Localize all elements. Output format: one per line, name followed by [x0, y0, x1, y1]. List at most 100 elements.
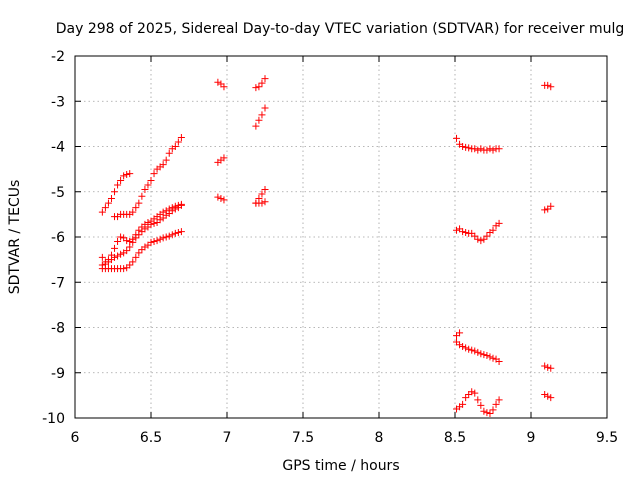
- data-point-plus: [104, 199, 112, 207]
- x-tick-label: 6.5: [140, 430, 162, 446]
- series-arc17: [453, 388, 503, 417]
- y-tick-label: -5: [51, 185, 65, 201]
- series-arc5: [98, 201, 185, 269]
- y-tick-label: -8: [51, 321, 65, 337]
- data-point-plus: [480, 235, 488, 243]
- data-point-plus: [126, 243, 134, 251]
- data-point-plus: [252, 122, 260, 130]
- data-point-plus: [126, 261, 134, 269]
- data-point-plus: [483, 352, 491, 360]
- series-arc14: [453, 219, 503, 245]
- data-point-plus: [544, 363, 552, 371]
- data-point-plus: [168, 207, 176, 215]
- data-point-plus: [480, 407, 488, 415]
- data-point-plus: [111, 244, 119, 252]
- data-point-plus: [156, 235, 164, 243]
- y-tick-label: -6: [51, 230, 65, 246]
- data-point-plus: [165, 232, 173, 240]
- data-point-plus: [162, 211, 170, 219]
- series-arc15: [453, 329, 464, 340]
- data-point-plus: [477, 237, 485, 245]
- data-point-plus: [495, 396, 503, 404]
- data-point-plus: [107, 195, 115, 203]
- data-point-plus: [101, 204, 109, 212]
- series-arc12: [252, 198, 269, 207]
- data-point-plus: [492, 400, 500, 408]
- tick-layer: 6 6.5 7 7.5 8 8.5 9 9.5 -2 -3 -4 -5 -6 -7 -8 -9 -10: [42, 49, 618, 446]
- data-point-plus: [471, 145, 479, 153]
- data-point-plus: [159, 234, 167, 242]
- series-arc21: [541, 390, 555, 402]
- data-point-plus: [547, 394, 555, 402]
- data-point-plus: [147, 176, 155, 184]
- data-point-plus: [456, 341, 464, 349]
- y-tick-label: -2: [51, 49, 65, 65]
- data-point-plus: [459, 143, 467, 150]
- data-point-plus: [138, 192, 146, 200]
- series-arc1: [98, 170, 134, 216]
- data-point-plus: [174, 138, 182, 146]
- series-arc9: [252, 75, 269, 92]
- data-point-plus: [489, 146, 497, 154]
- data-point-plus: [261, 198, 269, 206]
- data-point-plus: [489, 406, 497, 414]
- data-point-plus: [150, 238, 158, 246]
- data-point-plus: [495, 145, 503, 153]
- data-point-plus: [468, 346, 476, 354]
- data-point-plus: [474, 396, 482, 404]
- x-tick-label: 7: [223, 430, 232, 446]
- data-point-plus: [453, 134, 461, 142]
- x-tick-label: 9: [527, 430, 536, 446]
- plot-frame: [74, 55, 608, 419]
- data-point-plus: [261, 185, 269, 193]
- y-tick-label: -9: [51, 366, 65, 382]
- series-arc18: [541, 81, 555, 91]
- data-point-plus: [129, 258, 137, 266]
- data-point-plus: [123, 247, 131, 255]
- data-point-plus: [547, 364, 555, 372]
- data-point-plus: [486, 409, 494, 417]
- data-point-plus: [144, 181, 152, 189]
- data-point-plus: [98, 208, 106, 216]
- data-point-plus: [174, 228, 182, 236]
- data-point-plus: [114, 238, 122, 246]
- data-point-plus: [486, 145, 494, 153]
- data-point-plus: [474, 235, 482, 243]
- y-axis-label: SDTVAR / TECUs: [7, 180, 23, 295]
- data-point-plus: [171, 229, 179, 237]
- x-tick-label: 8: [375, 430, 384, 446]
- data-point-plus: [462, 394, 470, 402]
- data-point-plus: [123, 237, 131, 245]
- data-point-plus: [459, 343, 467, 351]
- series-arc7: [214, 154, 228, 166]
- data-point-plus: [474, 348, 482, 356]
- series-arc3: [111, 133, 185, 221]
- data-point-plus: [468, 388, 476, 396]
- data-point-plus: [489, 226, 497, 234]
- data-point-plus: [98, 261, 106, 269]
- x-tick-label: 8.5: [444, 430, 466, 446]
- data-point-plus: [177, 133, 185, 141]
- data-point-plus: [252, 84, 260, 92]
- data-point-plus: [465, 144, 473, 152]
- data-point-plus: [217, 195, 225, 203]
- x-tick-label: 6: [71, 430, 80, 446]
- series-arc10: [252, 104, 269, 130]
- data-point-plus: [220, 154, 228, 162]
- data-point-plus: [114, 181, 122, 189]
- data-point-plus: [544, 81, 552, 89]
- data-point-plus: [120, 265, 128, 273]
- data-marks: [98, 75, 555, 417]
- data-point-plus: [141, 225, 149, 233]
- data-point-plus: [129, 238, 137, 246]
- data-point-plus: [489, 354, 497, 362]
- data-point-plus: [135, 249, 143, 257]
- y-tick-label: -10: [42, 411, 65, 427]
- y-tick-label: -3: [51, 94, 65, 110]
- data-point-plus: [171, 143, 179, 150]
- data-point-plus: [541, 206, 549, 214]
- data-point-plus: [120, 172, 128, 180]
- data-point-plus: [258, 190, 266, 198]
- data-point-plus: [171, 205, 179, 213]
